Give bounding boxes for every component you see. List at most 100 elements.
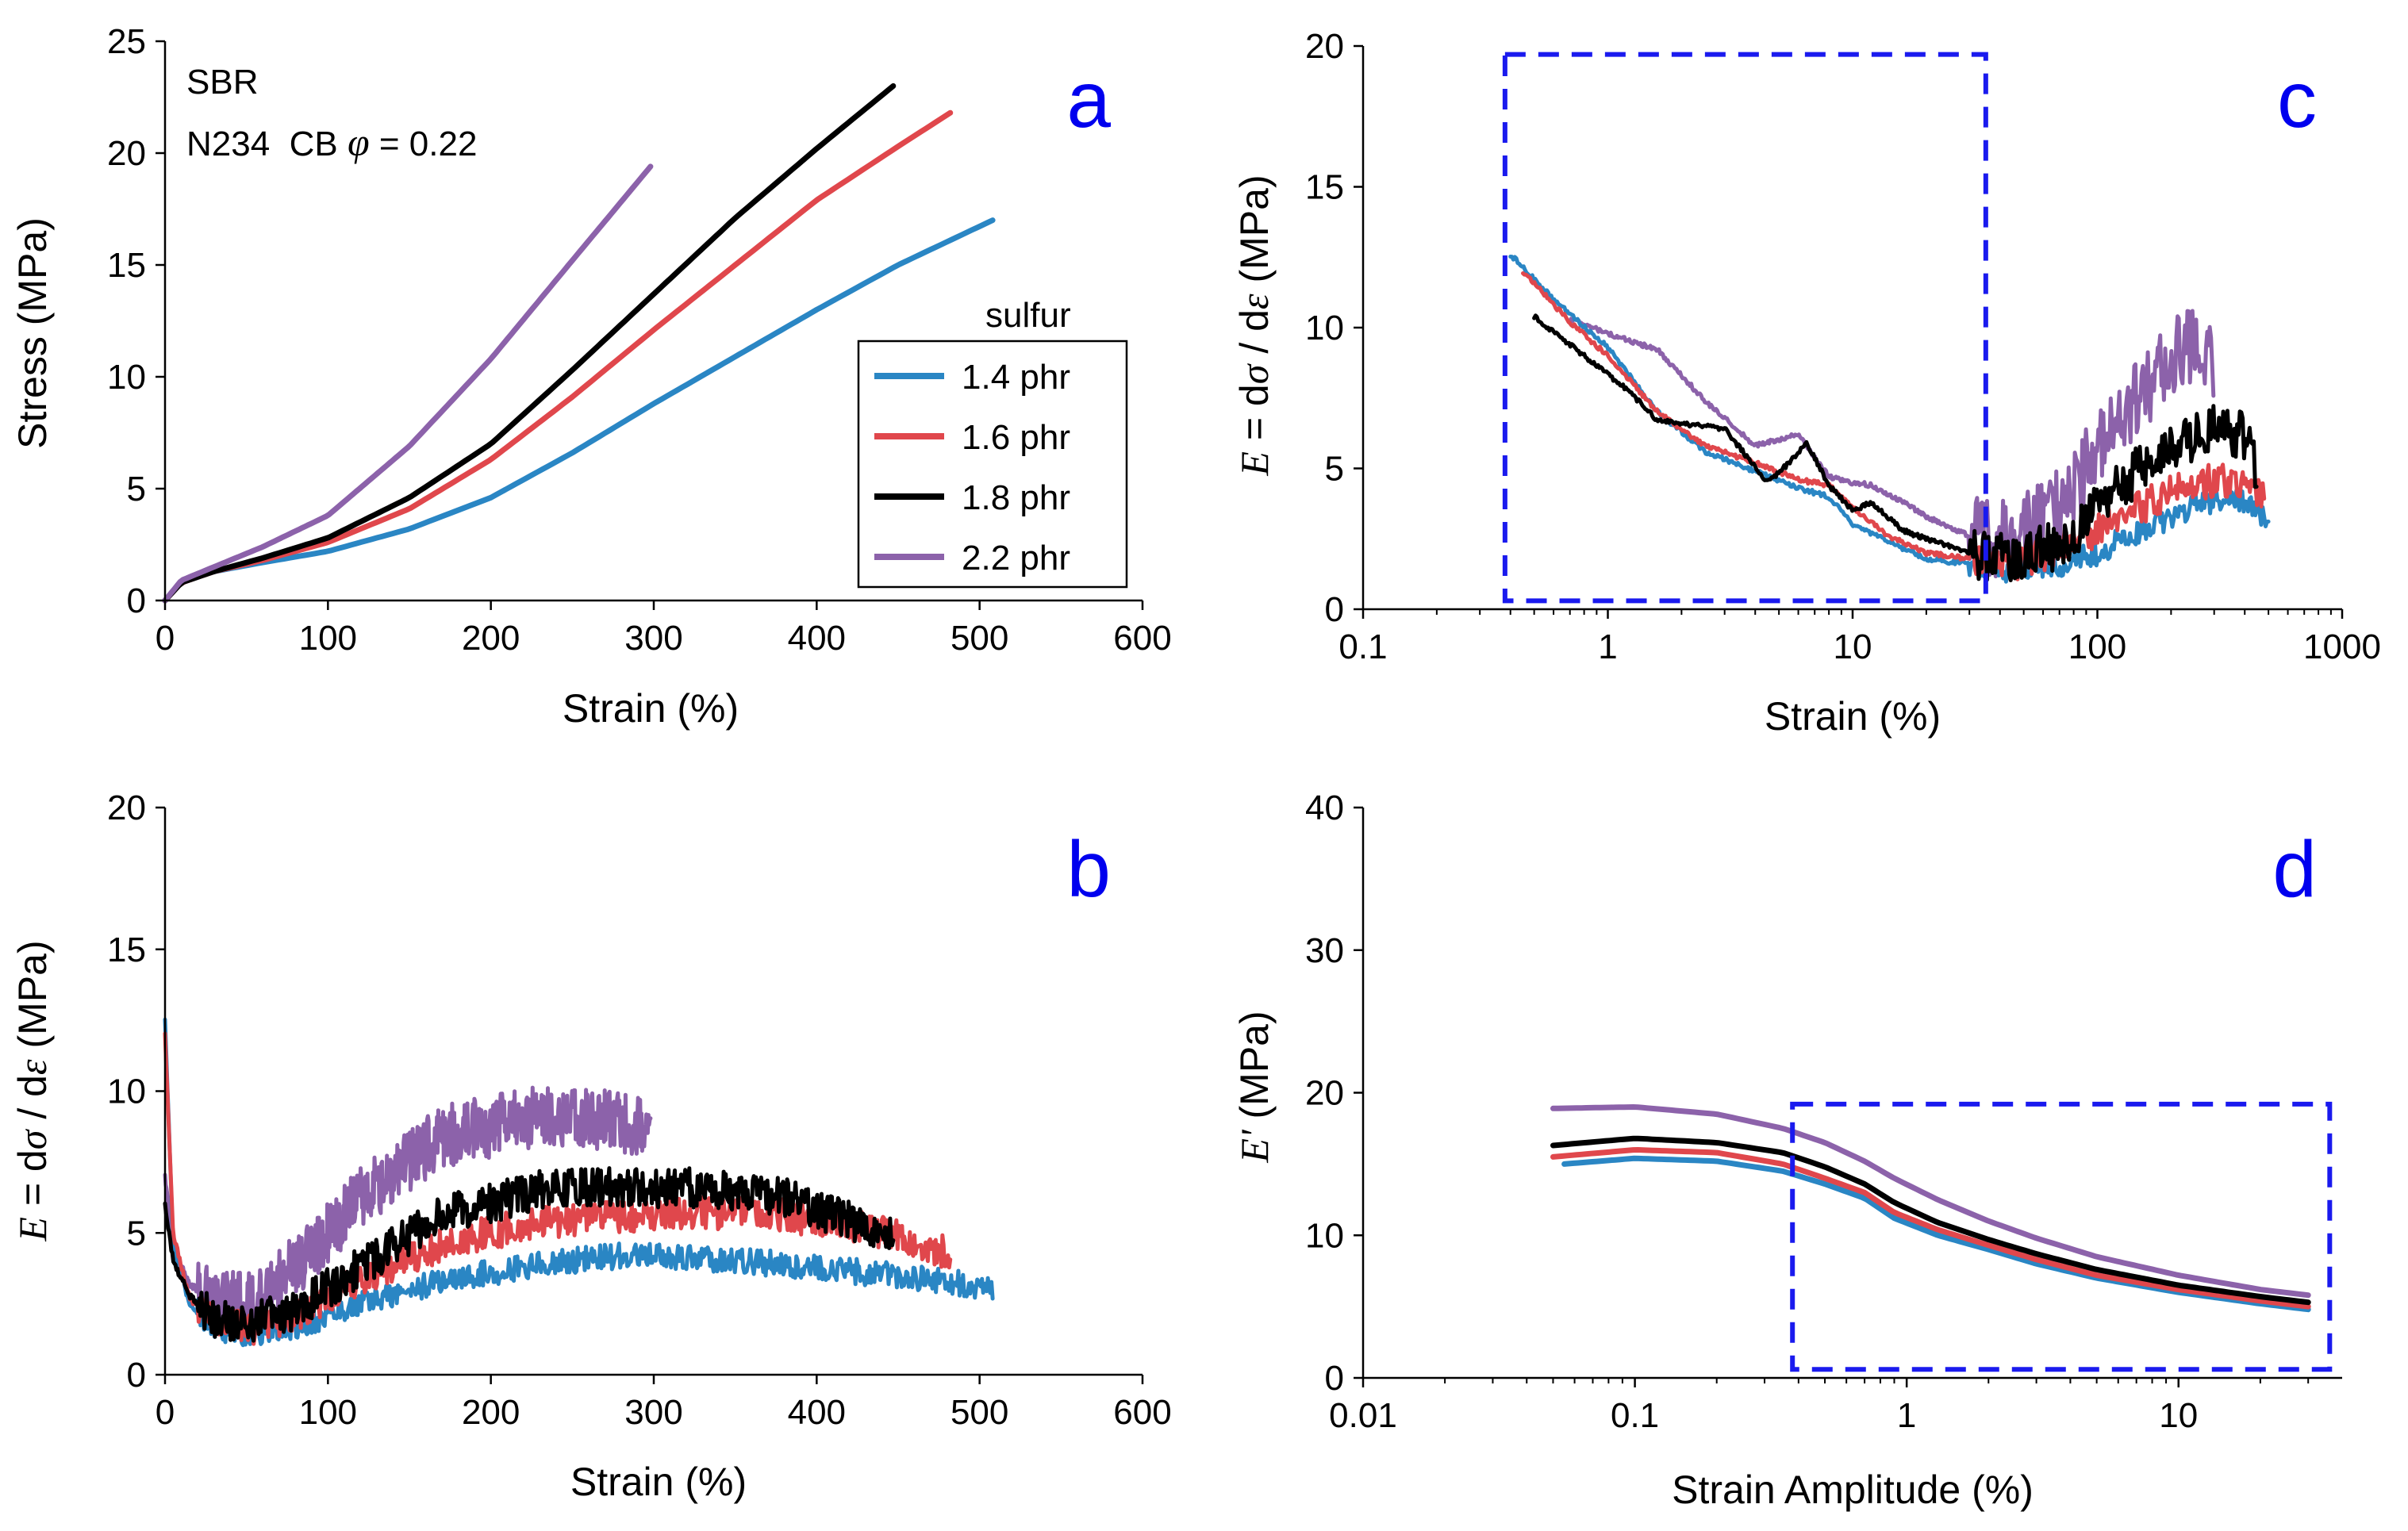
- y-axis-label: E = dσ / dε (MPa): [1232, 175, 1277, 476]
- x-tick-label: 0.1: [1338, 627, 1387, 666]
- y-tick-label: 0: [127, 1356, 146, 1395]
- y-tick-label: 0: [1325, 1359, 1344, 1398]
- x-tick-label: 300: [624, 1393, 682, 1432]
- y-label-sigma: σ: [10, 1128, 55, 1149]
- x-tick-label: 400: [788, 1393, 846, 1432]
- series-line-2-2-phr: [163, 1085, 653, 1333]
- panel-c: 0.1 1 10 100 1000 0 5 10 15 20 Strain (%) E = dσ …: [1232, 27, 2381, 739]
- x-tick-label: 1: [1897, 1396, 1916, 1435]
- zoom-box: [1502, 52, 1988, 604]
- x-tick-label: 400: [788, 619, 846, 658]
- series-line-2-2-phr: [162, 163, 654, 604]
- y-label-eps: ε: [1232, 294, 1277, 309]
- legend-box: [857, 340, 1128, 589]
- y-label-slash: / d: [1232, 309, 1277, 364]
- x-tick-label: 200: [462, 1393, 520, 1432]
- ticks-layer: 0 100 200 300 400 500 600 0 5 10 15 20 25: [107, 22, 1172, 658]
- y-axis-label: E = dσ / dε (MPa): [10, 940, 55, 1241]
- y-tick-label: 20: [1305, 27, 1344, 66]
- series-layer: [163, 1017, 995, 1348]
- x-axis-label: Strain Amplitude (%): [1672, 1468, 2034, 1512]
- y-label-unit: (MPa): [10, 940, 55, 1059]
- y-tick-label: 15: [107, 246, 146, 285]
- panel-letter-b: b: [1066, 825, 1111, 914]
- y-tick-label: 15: [1305, 168, 1344, 207]
- material-label: SBR: [186, 63, 258, 102]
- legend: sulfur 1.4 phr 1.6 phr 1.8 phr 2.2 phr: [857, 296, 1128, 589]
- y-label-eq: = d: [10, 1149, 55, 1217]
- series-line-2-2-phr: [1550, 1104, 2311, 1299]
- legend-label: 2.2 phr: [962, 539, 1070, 577]
- y-label-E: E: [1232, 451, 1277, 477]
- series-line-1-8-phr: [162, 82, 897, 604]
- x-tick-label: 600: [1113, 619, 1171, 658]
- x-tick-label: 600: [1113, 1393, 1171, 1432]
- y-tick-label: 20: [107, 134, 146, 173]
- x-axis-label: Strain (%): [563, 686, 739, 731]
- y-tick-label: 10: [1305, 309, 1344, 347]
- x-tick-label: 300: [624, 619, 682, 658]
- y-tick-label: 15: [107, 930, 146, 969]
- x-tick-label: 10: [2159, 1396, 2198, 1435]
- series-line-1-4-phr: [1561, 1155, 2311, 1313]
- series-layer: [1550, 1104, 2311, 1313]
- series-line-1-8-phr: [1532, 313, 2259, 582]
- x-tick-label: 100: [299, 619, 357, 658]
- x-tick-label: 500: [951, 1393, 1008, 1432]
- y-axis-label: E' (MPa): [1232, 1011, 1277, 1163]
- y-tick-label: 5: [127, 470, 146, 508]
- x-tick-label: 0.1: [1611, 1396, 1659, 1435]
- legend-title: sulfur: [985, 296, 1071, 335]
- legend-label: 1.8 phr: [962, 478, 1070, 517]
- y-tick-label: 20: [107, 789, 146, 827]
- panel-a: 0 100 200 300 400 500 600 0 5 10 15 20 25 Strain (%)…: [10, 22, 1172, 731]
- x-tick-label: 0: [156, 619, 175, 658]
- series-line-1-6-phr: [162, 109, 954, 604]
- series-line-1-4-phr: [162, 217, 996, 604]
- y-tick-label: 25: [107, 22, 146, 61]
- y-tick-label: 0: [127, 581, 146, 620]
- legend-entries: 1.4 phr 1.6 phr 1.8 phr 2.2 phr: [874, 358, 1070, 577]
- filler-label: N234 CB φ = 0.22: [186, 120, 477, 164]
- legend-label: 1.6 phr: [962, 418, 1070, 457]
- series-line-1-6-phr: [1550, 1147, 2311, 1310]
- y-tick-label: 30: [1305, 931, 1344, 970]
- y-tick-label: 5: [1325, 450, 1344, 489]
- y-label-E: E: [10, 1217, 55, 1242]
- panel-letter-c: c: [2277, 56, 2317, 144]
- phi-value: = 0.22: [370, 125, 478, 163]
- legend-label: 1.4 phr: [962, 358, 1070, 397]
- series-line-1-8-phr: [163, 1166, 896, 1343]
- y-label-unit: (MPa): [1232, 1011, 1277, 1130]
- x-tick-label: 0: [156, 1393, 175, 1432]
- x-tick-label: 200: [462, 619, 520, 658]
- panel-b: 0 100 200 300 400 500 600 0 5 10 15 20 Strain (%) E…: [10, 789, 1172, 1504]
- series-layer: [162, 82, 996, 604]
- y-tick-label: 20: [1305, 1074, 1344, 1113]
- y-axis-label: Stress (MPa): [10, 217, 55, 449]
- y-tick-label: 10: [107, 358, 146, 397]
- y-label-slash: / d: [10, 1075, 55, 1130]
- panel-d: 0.01 0.1 1 10 0 10 20 30 40 Strain Amplitude (%)…: [1232, 789, 2342, 1512]
- y-tick-label: 40: [1305, 789, 1344, 827]
- ticks-layer: 0.01 0.1 1 10 0 10 20 30 40: [1305, 789, 2310, 1435]
- x-tick-label: 500: [951, 619, 1008, 658]
- panel-letter-a: a: [1066, 56, 1111, 144]
- filler-text: N234 CB: [186, 125, 348, 163]
- series-line-1-8-phr: [1550, 1135, 2311, 1306]
- y-label-Eprime: E': [1232, 1129, 1277, 1164]
- x-tick-label: 0.01: [1329, 1396, 1397, 1435]
- x-axis-label: Strain (%): [570, 1460, 747, 1504]
- y-label-eps: ε: [10, 1059, 55, 1075]
- panel-letter-d: d: [2272, 825, 2317, 914]
- y-label-unit: (MPa): [1232, 175, 1277, 294]
- y-label-sigma: σ: [1232, 363, 1277, 384]
- phi-symbol: φ: [348, 120, 370, 164]
- x-tick-label: 1: [1598, 627, 1617, 666]
- y-tick-label: 10: [107, 1072, 146, 1111]
- ticks-layer: 0 100 200 300 400 500 600 0 5 10 15 20: [107, 789, 1172, 1432]
- y-tick-label: 10: [1305, 1216, 1344, 1255]
- x-tick-label: 100: [299, 1393, 357, 1432]
- x-axis-label: Strain (%): [1765, 694, 1941, 739]
